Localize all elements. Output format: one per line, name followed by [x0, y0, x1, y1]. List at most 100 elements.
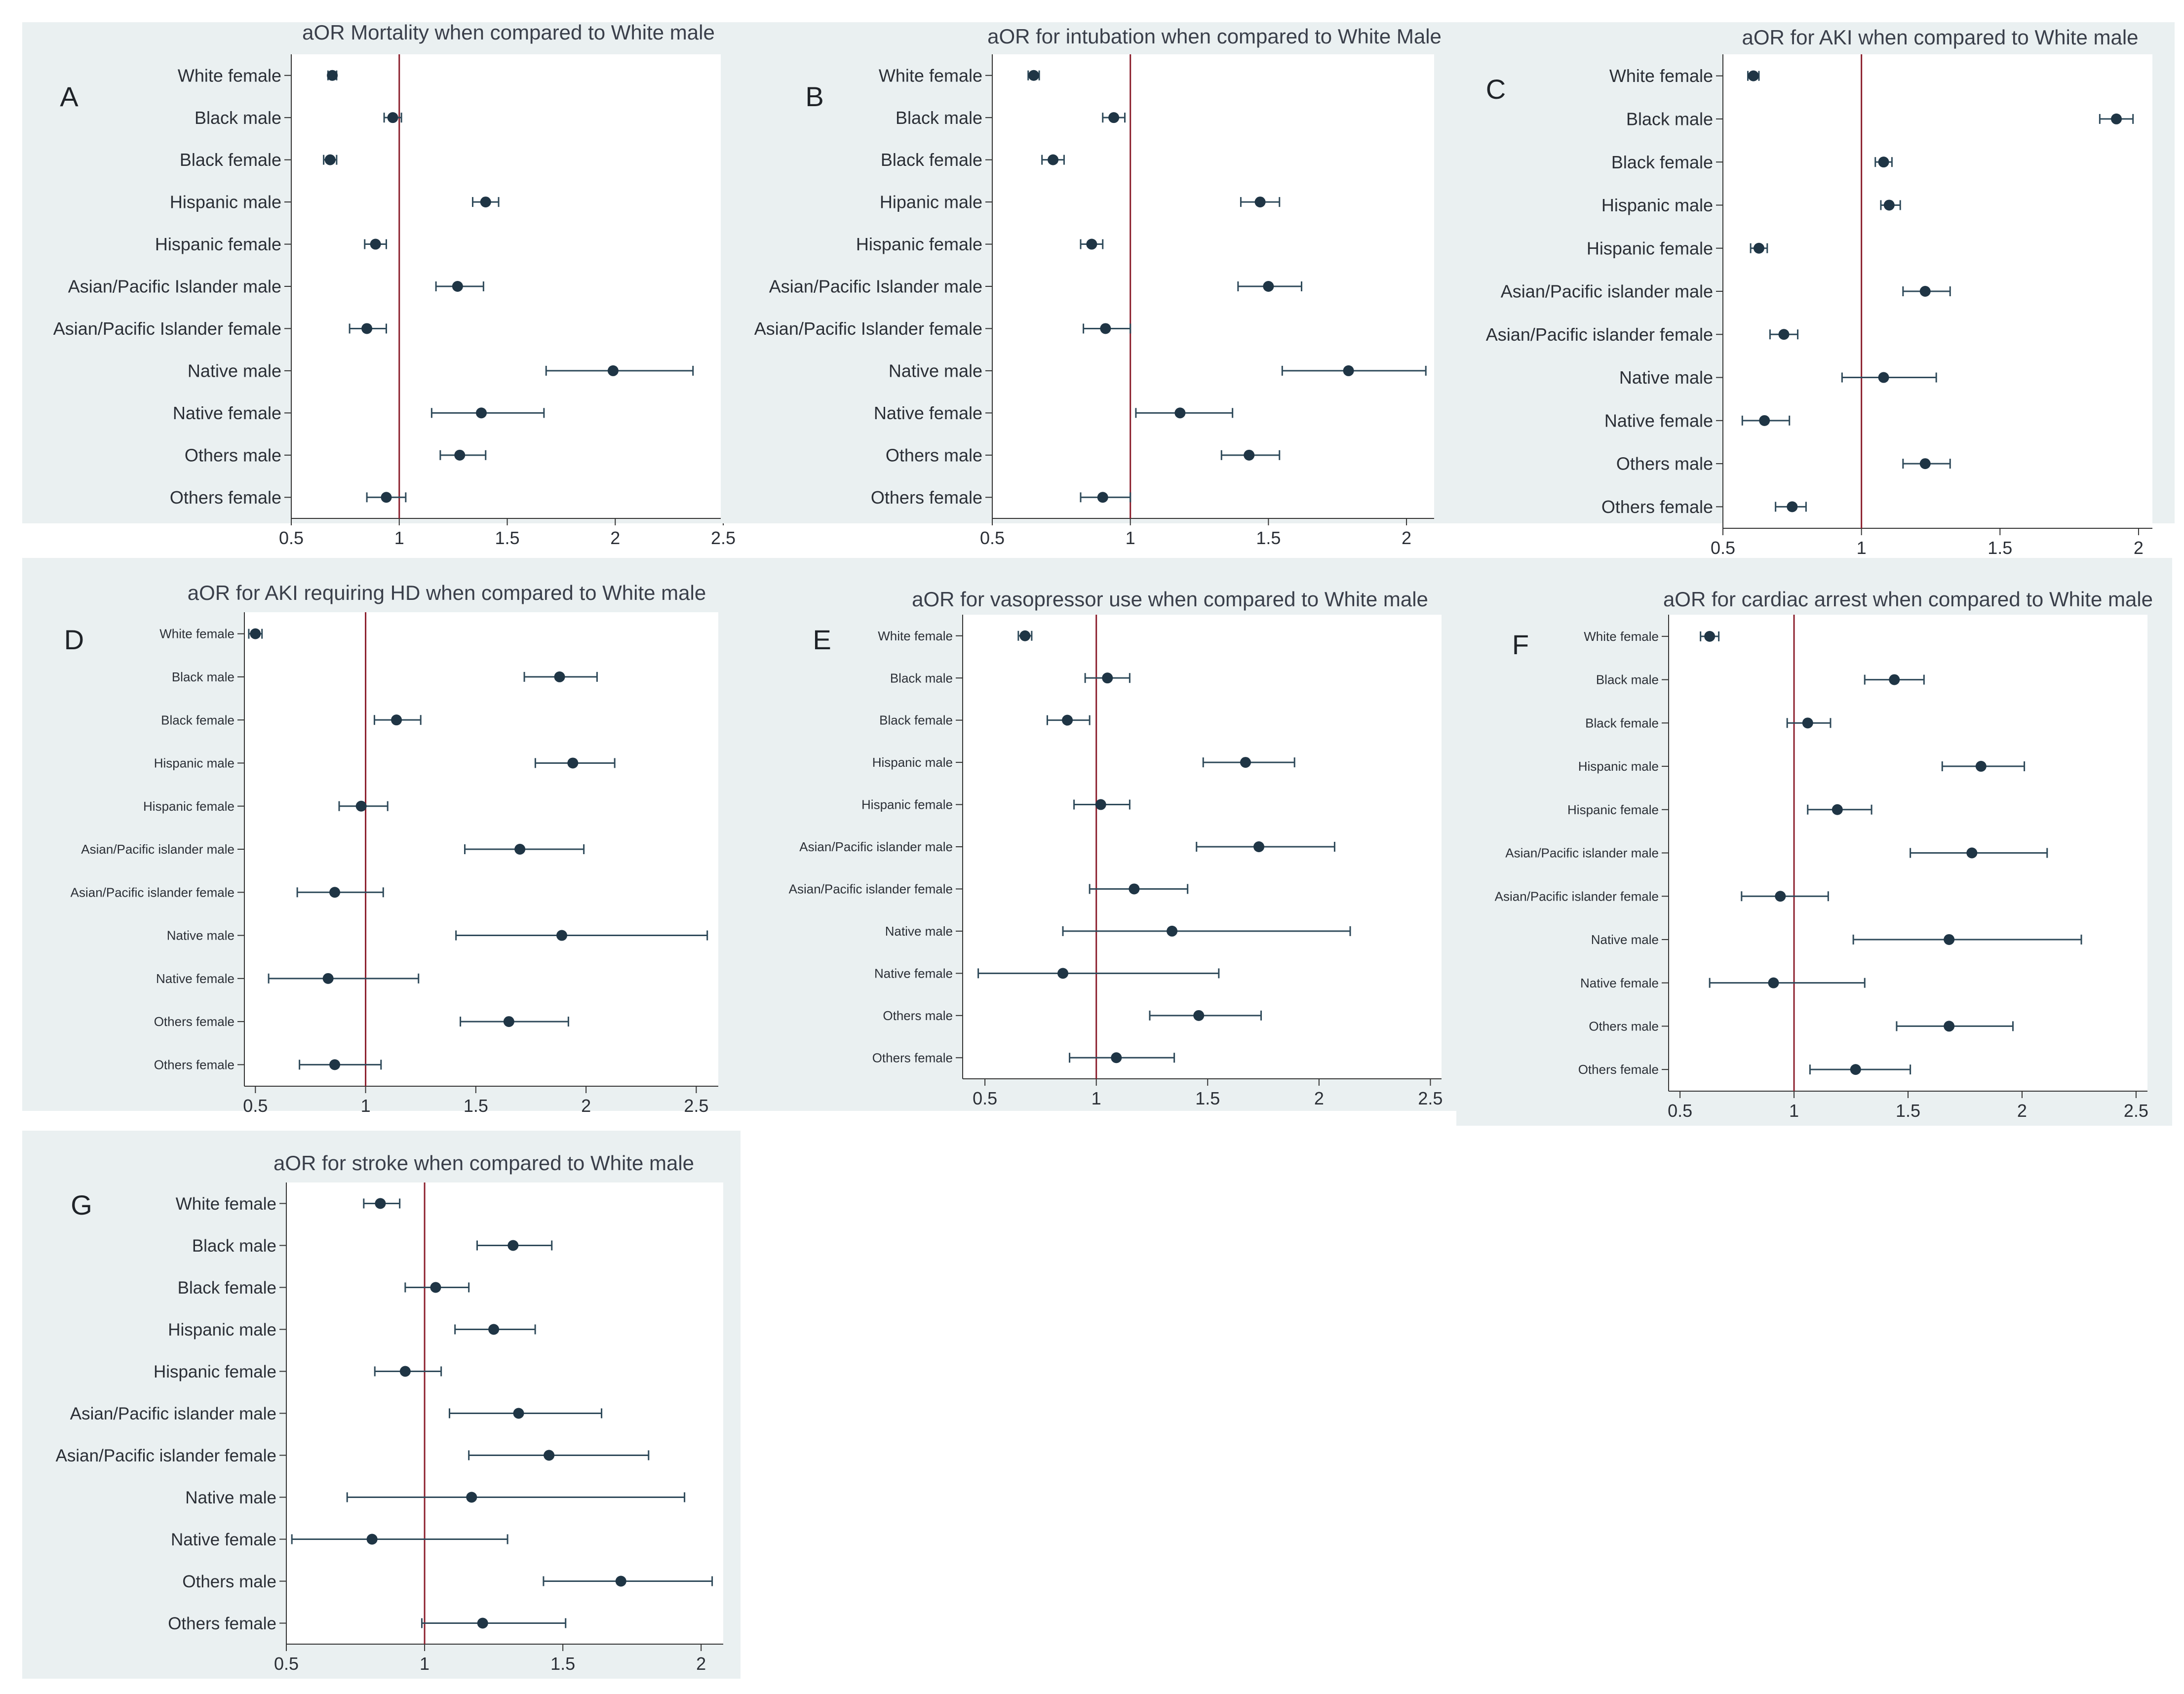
point-estimate — [327, 70, 338, 81]
point-estimate — [361, 323, 373, 334]
category-label: Asian/Pacific Islander female — [53, 318, 281, 339]
point-estimate — [1802, 717, 1813, 729]
x-tick-label: 0.5 — [274, 1654, 299, 1674]
point-estimate — [322, 973, 334, 984]
category-label: Black female — [178, 1278, 276, 1298]
panel-d: aOR for AKI requiring HD when compared t… — [22, 558, 731, 1116]
category-label: Hispanic male — [1578, 759, 1659, 774]
category-label: Native female — [1604, 410, 1713, 431]
point-estimate — [1240, 757, 1251, 768]
x-tick-label: 1.5 — [1195, 1088, 1220, 1108]
point-estimate — [366, 1534, 378, 1545]
x-tick-label: 1 — [1857, 538, 1867, 558]
point-estimate — [514, 844, 526, 855]
category-label: Asian/Pacific islander male — [1501, 281, 1713, 302]
point-estimate — [1878, 157, 1889, 168]
category-label: Asian/Pacific islander female — [1495, 889, 1659, 904]
category-label: Hispanic male — [154, 756, 234, 771]
category-label: Black male — [1596, 672, 1659, 687]
x-tick-label: 1.5 — [464, 1096, 488, 1116]
category-label: Native male — [885, 924, 953, 939]
category-label: Others female — [871, 487, 982, 508]
category-label: Others female — [1601, 497, 1713, 517]
category-label: Native female — [156, 971, 234, 986]
point-estimate — [1062, 714, 1073, 726]
category-label: Hispanic male — [872, 755, 953, 770]
point-estimate — [1878, 372, 1889, 383]
point-estimate — [1244, 449, 1255, 461]
category-label: Others female — [154, 1057, 234, 1072]
point-estimate — [1253, 841, 1265, 852]
point-estimate — [488, 1324, 500, 1335]
point-estimate — [355, 800, 367, 812]
point-estimate — [567, 757, 579, 769]
point-estimate — [1919, 286, 1931, 297]
x-tick-label: 2.5 — [711, 528, 736, 548]
point-estimate — [430, 1282, 441, 1293]
point-estimate — [1944, 1021, 1955, 1032]
category-label: White female — [879, 65, 982, 85]
point-estimate — [1193, 1010, 1205, 1021]
category-label: Black male — [192, 1236, 276, 1256]
category-label: Black male — [896, 108, 982, 128]
panel-a: aOR Mortality when compared to White mal… — [22, 21, 736, 548]
category-label: Black male — [195, 108, 281, 128]
x-tick-label: 1 — [1789, 1101, 1799, 1121]
point-estimate — [324, 154, 336, 165]
x-tick-label: 2 — [2017, 1101, 2027, 1121]
point-estimate — [399, 1366, 411, 1377]
category-label: Others male — [1616, 454, 1713, 474]
x-tick-label: 2 — [696, 1654, 706, 1674]
x-tick-label: 2 — [1314, 1088, 1324, 1108]
panel-title: aOR Mortality when compared to White mal… — [302, 21, 715, 44]
panel-letter: F — [1512, 629, 1529, 660]
point-estimate — [1975, 761, 1987, 772]
panel-title: aOR for cardiac arrest when compared to … — [1663, 588, 2153, 611]
point-estimate — [1704, 630, 1716, 642]
category-label: Hispanic male — [1601, 195, 1713, 215]
category-label: Asian/Pacific islander male — [799, 839, 953, 854]
point-estimate — [556, 930, 567, 941]
category-label: Others female — [1578, 1062, 1659, 1077]
x-tick-label: 2.5 — [684, 1096, 708, 1116]
panel-title: aOR for intubation when compared to Whit… — [987, 25, 1442, 48]
category-label: Others female — [168, 1614, 276, 1633]
x-tick-label: 2 — [610, 528, 620, 548]
point-estimate — [329, 887, 341, 898]
category-label: Black female — [881, 150, 982, 170]
x-tick-label: 1 — [1092, 1088, 1101, 1108]
panel-letter: B — [805, 81, 823, 112]
point-estimate — [387, 112, 398, 123]
point-estimate — [1097, 492, 1108, 503]
category-label: Hispanic female — [1587, 238, 1713, 258]
panel-letter: C — [1486, 74, 1506, 105]
category-label: Black female — [1611, 152, 1713, 172]
point-estimate — [1111, 1052, 1122, 1064]
x-tick-label: 1 — [1126, 528, 1135, 548]
category-label: Hispanic female — [143, 799, 234, 814]
category-label: White female — [176, 1194, 276, 1214]
category-label: Native female — [171, 1530, 276, 1549]
category-label: Native male — [1619, 367, 1713, 388]
point-estimate — [507, 1240, 519, 1251]
category-label: Asian/Pacific islander male — [1505, 846, 1659, 861]
category-label: Asian/Pacific islander female — [789, 882, 953, 897]
point-estimate — [1889, 674, 1900, 685]
category-label: Native female — [874, 403, 982, 423]
point-estimate — [370, 238, 381, 250]
category-label: Native female — [173, 403, 281, 423]
category-label: Native female — [1580, 976, 1659, 990]
point-estimate — [480, 197, 491, 208]
point-estimate — [1768, 977, 1779, 988]
category-label: Asian/Pacific islander female — [71, 885, 234, 900]
point-estimate — [1343, 365, 1354, 376]
point-estimate — [1100, 323, 1111, 334]
plot-area — [1669, 615, 2147, 1091]
category-label: Asian/Pacific islander male — [70, 1404, 276, 1423]
x-tick-label: 1.5 — [495, 528, 519, 548]
point-estimate — [1019, 630, 1031, 641]
x-tick-label: 2 — [2134, 538, 2144, 558]
point-estimate — [544, 1450, 555, 1461]
category-label: Black female — [1585, 715, 1659, 730]
